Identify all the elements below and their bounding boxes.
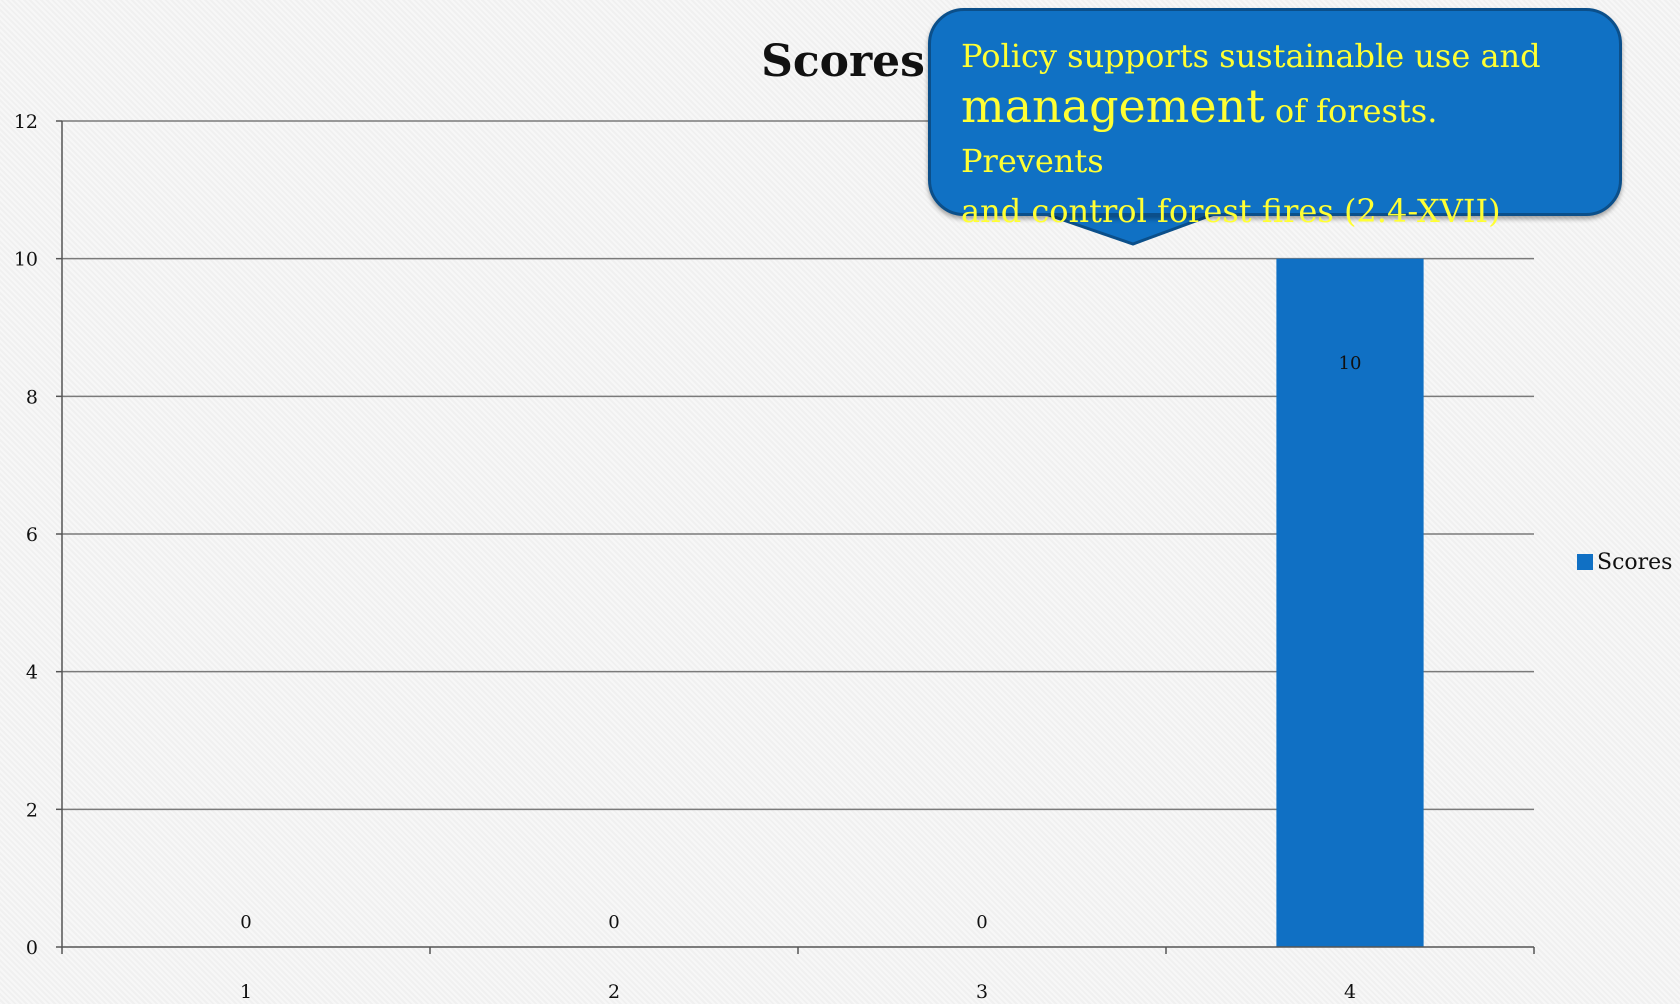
x-tick-labels: 1 2 3 4 (240, 981, 1356, 1003)
y-tick-label: 0 (26, 937, 38, 959)
y-tick-label: 12 (14, 111, 38, 133)
chart-title: Scores (761, 36, 925, 87)
callout-line-3: and control forest fires (2.4-XVII) (961, 192, 1501, 230)
callout-emphasis: management (961, 79, 1265, 133)
x-tick-label: 1 (240, 981, 252, 1003)
y-tick-label: 6 (26, 524, 38, 546)
data-label: 0 (608, 912, 619, 933)
callout-line-2-rest: of forests. Prevents (961, 92, 1438, 180)
x-tick-label: 2 (608, 981, 620, 1003)
data-label: 0 (976, 912, 987, 933)
y-tick-label: 8 (26, 386, 38, 408)
data-label: 10 (1339, 353, 1362, 374)
callout-line-1: Policy supports sustainable use and (961, 37, 1541, 75)
legend-label: Scores (1597, 550, 1672, 575)
x-tick-label: 3 (976, 981, 988, 1003)
bar (1276, 258, 1424, 948)
axes (56, 120, 1535, 954)
legend: Scores (1577, 550, 1672, 575)
y-tick-label: 10 (14, 249, 38, 271)
legend-swatch (1577, 554, 1593, 570)
callout-box: Policy supports sustainable use and mana… (928, 8, 1622, 230)
y-tick-label: 2 (26, 799, 38, 821)
callout-line-2: management of forests. Prevents (961, 81, 1589, 186)
bars (1276, 258, 1424, 948)
y-tick-labels: 0 2 4 6 8 10 12 (14, 111, 38, 959)
y-tick-label: 4 (26, 662, 38, 684)
x-tick-label: 4 (1344, 981, 1356, 1003)
data-labels: 0 0 0 10 (240, 353, 1361, 933)
data-label: 0 (240, 912, 251, 933)
